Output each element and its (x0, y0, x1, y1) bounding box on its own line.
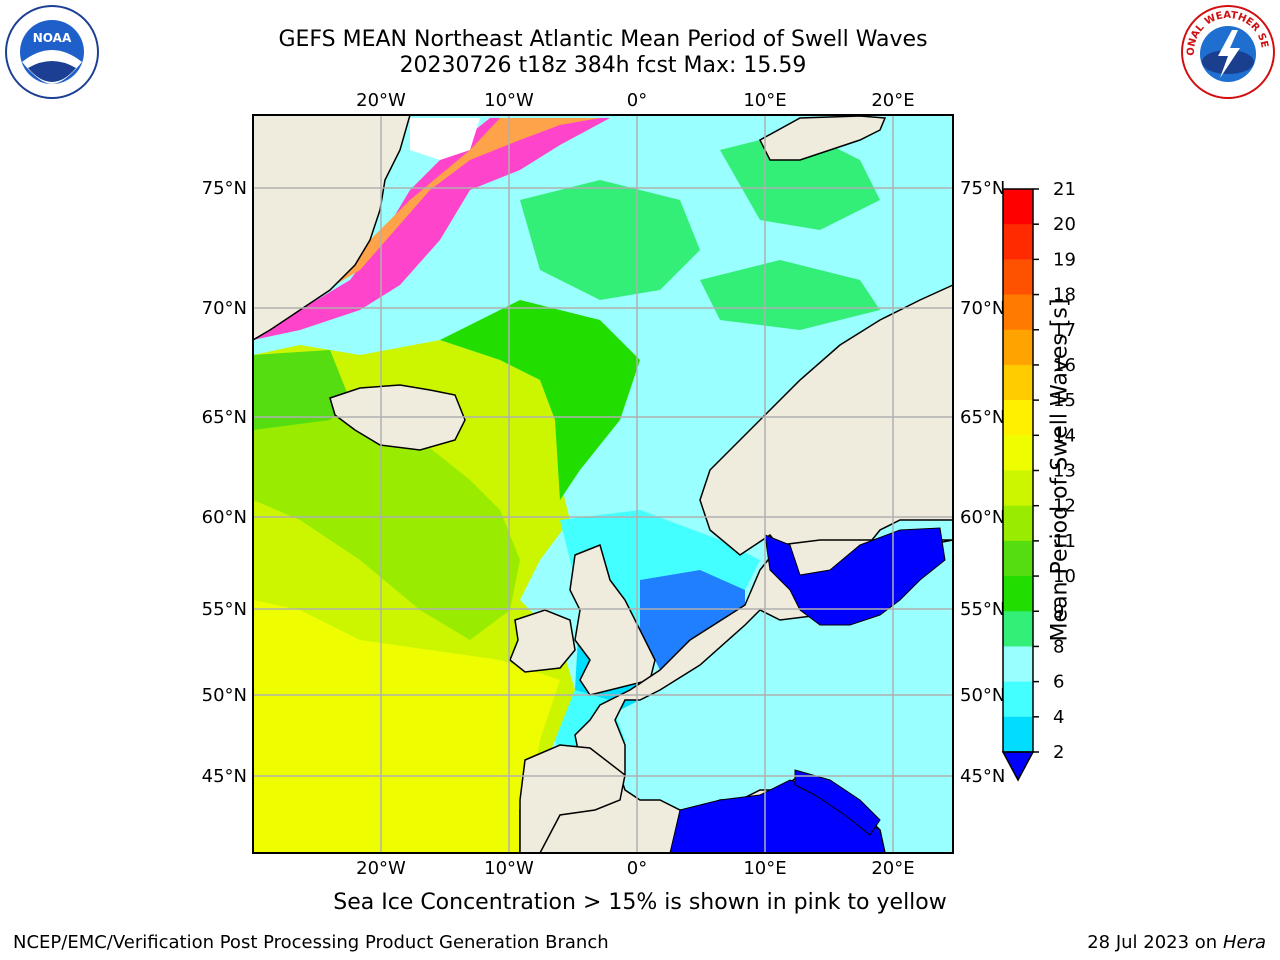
lon-label-bottom: 10°W (484, 858, 534, 879)
colorbar-tick-label: 21 (1053, 179, 1076, 200)
generation-date-text: 28 Jul 2023 on (1087, 932, 1218, 953)
adriatic-sea (794, 769, 881, 836)
colorbar-tick-label: 13 (1053, 461, 1076, 482)
lat-label-left: 45°N (202, 766, 247, 787)
lat-label-left: 60°N (202, 507, 247, 528)
lat-label-right: 45°N (960, 766, 1005, 787)
colorbar-tick-label: 10 (1053, 566, 1076, 587)
colorbar-segment (1003, 435, 1033, 471)
colorbar-segment (1003, 364, 1033, 401)
colorbar: 21 20 19 18 17 16 15 14 13 12 11 10 9 8 6 4 2 (1001, 179, 1076, 782)
baltic-sea (764, 527, 946, 626)
colorbar-tick-label: 8 (1053, 636, 1064, 657)
lon-label-bottom: 10°E (743, 858, 786, 879)
colorbar-tick-label: 6 (1053, 672, 1064, 693)
colorbar-segment (1003, 294, 1033, 331)
generation-host: Hera (1222, 932, 1266, 953)
lon-label-top: 20°W (356, 90, 406, 111)
colorbar-segment (1003, 576, 1033, 612)
iberia (519, 744, 626, 854)
producer-credit: NCEP/EMC/Verification Post Processing Pr… (13, 932, 609, 953)
colorbar-segment (1003, 611, 1033, 647)
colorbar-tick-label: 18 (1053, 285, 1076, 306)
generation-date: 28 Jul 2023 on Hera (1087, 932, 1266, 953)
lon-label-bottom: 0° (627, 858, 647, 879)
colorbar-tick-label: 4 (1053, 707, 1064, 728)
lon-label-top: 0° (627, 90, 647, 111)
enclosed-seas (669, 527, 946, 854)
colorbar-segment (1003, 470, 1033, 507)
colorbar-tick-label: 15 (1053, 390, 1076, 411)
noaa-logo-text: NOAA (33, 31, 72, 45)
lon-label-bottom: 20°W (356, 858, 406, 879)
colorbar-segment (1003, 224, 1033, 260)
colorbar-segment (1003, 716, 1033, 753)
colorbar-segment (1003, 329, 1033, 366)
lat-label-left: 55°N (202, 599, 247, 620)
colorbar-tick-label: 20 (1053, 214, 1076, 235)
lat-label-right: 65°N (960, 407, 1005, 428)
colorbar-segment (1003, 259, 1033, 296)
colorbar-tick-label: 14 (1053, 425, 1076, 446)
colorbar-segment (1003, 505, 1033, 542)
colorbar-under-extension (1001, 751, 1035, 782)
colorbar-tick-label: 2 (1053, 742, 1064, 763)
colorbar-tick-label: 9 (1053, 601, 1064, 622)
colorbar-segment (1003, 540, 1033, 577)
colorbar-segment (1003, 189, 1033, 225)
chart-title: GEFS MEAN Northeast Atlantic Mean Period… (278, 27, 928, 52)
sea-ice-caption: Sea Ice Concentration > 15% is shown in … (333, 890, 947, 915)
lon-label-top: 10°E (743, 90, 786, 111)
land (252, 114, 954, 854)
lat-label-left: 70°N (202, 298, 247, 319)
nws-logo: NATIONAL WEATHER SERVICE (1180, 4, 1275, 99)
colorbar-tick-label: 19 (1053, 249, 1076, 270)
lat-label-left: 75°N (202, 178, 247, 199)
colorbar-segment (1003, 681, 1033, 718)
colorbar-tick-label: 17 (1053, 320, 1076, 341)
svalbard (759, 115, 887, 161)
lat-label-right: 75°N (960, 178, 1005, 199)
lon-label-bottom: 20°E (871, 858, 914, 879)
lat-label-right: 55°N (960, 599, 1005, 620)
swell-period-field (253, 130, 880, 853)
ireland (509, 609, 576, 673)
chart-subtitle: 20230726 t18z 384h fcst Max: 15.59 (399, 53, 807, 78)
colorbar-tick-label: 12 (1053, 496, 1076, 517)
colorbar-segment (1003, 646, 1033, 683)
lat-label-left: 65°N (202, 407, 247, 428)
graticule (253, 115, 953, 853)
noaa-logo: NOAA (5, 5, 99, 99)
colorbar-label: Mean Period of Swell Waves [s] (1047, 298, 1073, 642)
lat-label-right: 50°N (960, 685, 1005, 706)
lat-label-right: 60°N (960, 507, 1005, 528)
map-frame (252, 114, 954, 854)
british-isles-great-britain (569, 543, 656, 696)
colorbar-tick-label: 11 (1053, 531, 1076, 552)
lat-label-right: 70°N (960, 298, 1005, 319)
lon-label-top: 10°W (484, 90, 534, 111)
scandinavia (699, 283, 954, 601)
colorbar-tick-label: 16 (1053, 355, 1076, 376)
greenland (252, 114, 411, 342)
lon-label-top: 20°E (871, 90, 914, 111)
lat-label-left: 50°N (202, 685, 247, 706)
colorbar-segment (1003, 400, 1033, 436)
